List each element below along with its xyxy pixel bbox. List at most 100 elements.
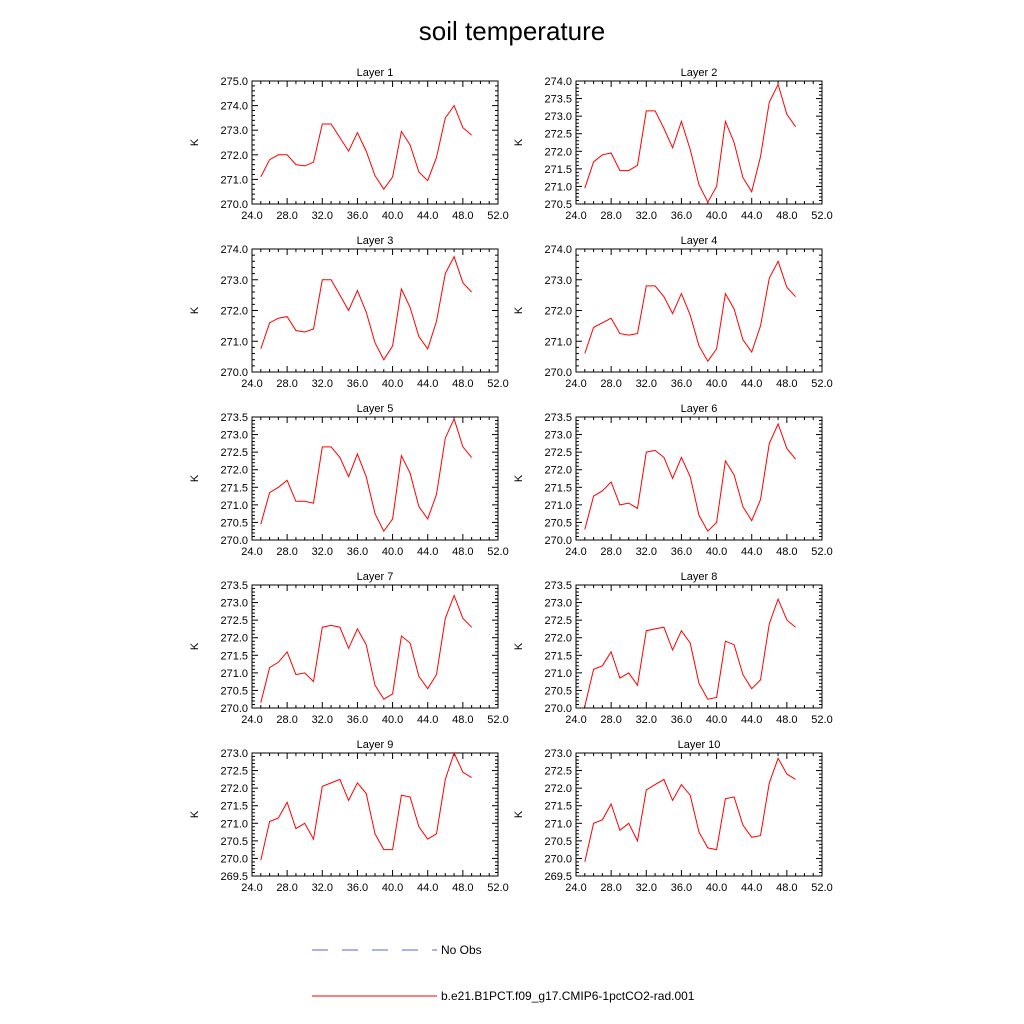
plot-frame bbox=[251, 248, 499, 373]
x-tick-label: 32.0 bbox=[636, 714, 657, 726]
y-tick-label: 272.5 bbox=[220, 447, 248, 459]
y-tick-label: 270.0 bbox=[220, 703, 248, 715]
x-tick-label: 44.0 bbox=[417, 882, 438, 894]
y-tick-label: 271.5 bbox=[220, 650, 248, 662]
y-tick-label: 269.5 bbox=[544, 871, 572, 883]
x-tick-label: 48.0 bbox=[776, 714, 797, 726]
y-tick-label: 273.0 bbox=[544, 111, 572, 123]
panel-6: Layer 6 K 24.0 28.0 32.0 36.0 40.0 44.0 48.0 52.0… bbox=[513, 403, 833, 558]
x-tick-label: 44.0 bbox=[417, 210, 438, 222]
y-tick-label: 274.0 bbox=[220, 244, 248, 256]
x-tick-label: 36.0 bbox=[347, 210, 368, 222]
panel-9: Layer 9 K 24.0 28.0 32.0 36.0 40.0 44.0 48.0 52.0… bbox=[189, 739, 509, 894]
y-tick-label: 269.5 bbox=[220, 871, 248, 883]
x-tick-label: 28.0 bbox=[276, 546, 297, 558]
y-tick-label: 273.0 bbox=[220, 598, 248, 610]
y-tick-label: 270.5 bbox=[220, 517, 248, 529]
y-tick-label: 270.5 bbox=[544, 199, 572, 211]
y-tick-label: 273.0 bbox=[544, 598, 572, 610]
x-tick-label: 40.0 bbox=[706, 378, 727, 390]
y-tick-label: 270.5 bbox=[220, 836, 248, 848]
y-tick-label: 271.0 bbox=[220, 500, 248, 512]
x-tick-label: 36.0 bbox=[347, 378, 368, 390]
y-tick-label: 274.0 bbox=[220, 101, 248, 113]
y-tick-label: 275.0 bbox=[220, 76, 248, 88]
y-tick-label: 273.0 bbox=[220, 748, 248, 760]
y-tick-label: 272.0 bbox=[544, 633, 572, 645]
x-tick-label: 28.0 bbox=[276, 882, 297, 894]
x-tick-label: 36.0 bbox=[671, 210, 692, 222]
panel-title: Layer 7 bbox=[357, 571, 394, 583]
x-tick-label: 48.0 bbox=[452, 714, 473, 726]
x-tick-label: 48.0 bbox=[452, 378, 473, 390]
y-tick-label: 270.0 bbox=[220, 367, 248, 379]
series-line bbox=[260, 594, 472, 703]
panel-title: Layer 4 bbox=[681, 235, 718, 247]
y-axis-label: K bbox=[189, 474, 201, 482]
y-axis-label: K bbox=[189, 138, 201, 146]
x-tick-label: 36.0 bbox=[347, 546, 368, 558]
x-tick-label: 36.0 bbox=[347, 882, 368, 894]
y-tick-label: 272.5 bbox=[544, 766, 572, 778]
panel-title: Layer 3 bbox=[357, 235, 394, 247]
x-tick-label: 24.0 bbox=[241, 882, 262, 894]
x-tick-label: 24.0 bbox=[241, 714, 262, 726]
x-tick-label: 24.0 bbox=[565, 378, 586, 390]
x-tick-label: 44.0 bbox=[741, 882, 762, 894]
x-tick-label: 52.0 bbox=[487, 210, 508, 222]
x-tick-label: 48.0 bbox=[776, 546, 797, 558]
x-tick-label: 44.0 bbox=[741, 546, 762, 558]
x-tick-label: 32.0 bbox=[636, 210, 657, 222]
x-tick-label: 40.0 bbox=[706, 882, 727, 894]
x-tick-label: 28.0 bbox=[600, 882, 621, 894]
plot-frame bbox=[575, 416, 823, 541]
y-tick-label: 273.5 bbox=[220, 412, 248, 424]
panel-10: Layer 10 K 24.0 28.0 32.0 36.0 40.0 44.0 48.0 52.… bbox=[513, 739, 833, 894]
x-tick-label: 32.0 bbox=[312, 714, 333, 726]
y-tick-label: 272.5 bbox=[220, 615, 248, 627]
y-tick-label: 271.0 bbox=[220, 174, 248, 186]
panel-4: Layer 4 K 24.0 28.0 32.0 36.0 40.0 44.0 48.0 52.0… bbox=[513, 235, 833, 390]
x-tick-label: 44.0 bbox=[741, 210, 762, 222]
legend-no-obs-label: No Obs bbox=[441, 943, 482, 957]
x-tick-label: 24.0 bbox=[241, 378, 262, 390]
y-axis-label: K bbox=[513, 642, 525, 650]
y-tick-label: 270.0 bbox=[220, 535, 248, 547]
plot-frame bbox=[251, 416, 499, 541]
panels: Layer 1 K 24.0 28.0 32.0 36.0 40.0 44.0 48.0 52.0… bbox=[189, 67, 833, 894]
x-tick-label: 52.0 bbox=[487, 882, 508, 894]
x-tick-label: 52.0 bbox=[487, 378, 508, 390]
x-tick-label: 40.0 bbox=[706, 210, 727, 222]
series-line bbox=[584, 260, 796, 363]
plot-frame bbox=[251, 752, 499, 877]
y-tick-label: 271.5 bbox=[544, 801, 572, 813]
x-tick-label: 44.0 bbox=[741, 714, 762, 726]
series-line bbox=[584, 422, 796, 533]
panel-title: Layer 10 bbox=[678, 739, 721, 751]
x-tick-label: 28.0 bbox=[276, 378, 297, 390]
x-tick-label: 40.0 bbox=[382, 714, 403, 726]
x-tick-label: 28.0 bbox=[600, 378, 621, 390]
x-tick-label: 44.0 bbox=[417, 378, 438, 390]
x-tick-label: 40.0 bbox=[382, 882, 403, 894]
x-tick-label: 24.0 bbox=[565, 546, 586, 558]
y-tick-label: 273.0 bbox=[220, 125, 248, 137]
y-tick-label: 270.0 bbox=[544, 535, 572, 547]
y-tick-label: 271.0 bbox=[544, 181, 572, 193]
y-tick-label: 271.5 bbox=[220, 801, 248, 813]
y-tick-label: 271.0 bbox=[544, 500, 572, 512]
y-tick-label: 273.5 bbox=[220, 580, 248, 592]
y-tick-label: 272.0 bbox=[544, 783, 572, 795]
x-tick-label: 52.0 bbox=[811, 210, 832, 222]
y-tick-label: 271.5 bbox=[544, 650, 572, 662]
x-tick-label: 44.0 bbox=[417, 546, 438, 558]
y-tick-label: 273.5 bbox=[544, 412, 572, 424]
x-tick-label: 36.0 bbox=[671, 882, 692, 894]
y-tick-label: 272.0 bbox=[220, 633, 248, 645]
x-tick-label: 24.0 bbox=[241, 210, 262, 222]
x-tick-label: 52.0 bbox=[811, 378, 832, 390]
panel-title: Layer 5 bbox=[357, 403, 394, 415]
y-tick-label: 272.0 bbox=[220, 306, 248, 318]
y-tick-label: 271.0 bbox=[220, 336, 248, 348]
x-tick-label: 48.0 bbox=[452, 210, 473, 222]
